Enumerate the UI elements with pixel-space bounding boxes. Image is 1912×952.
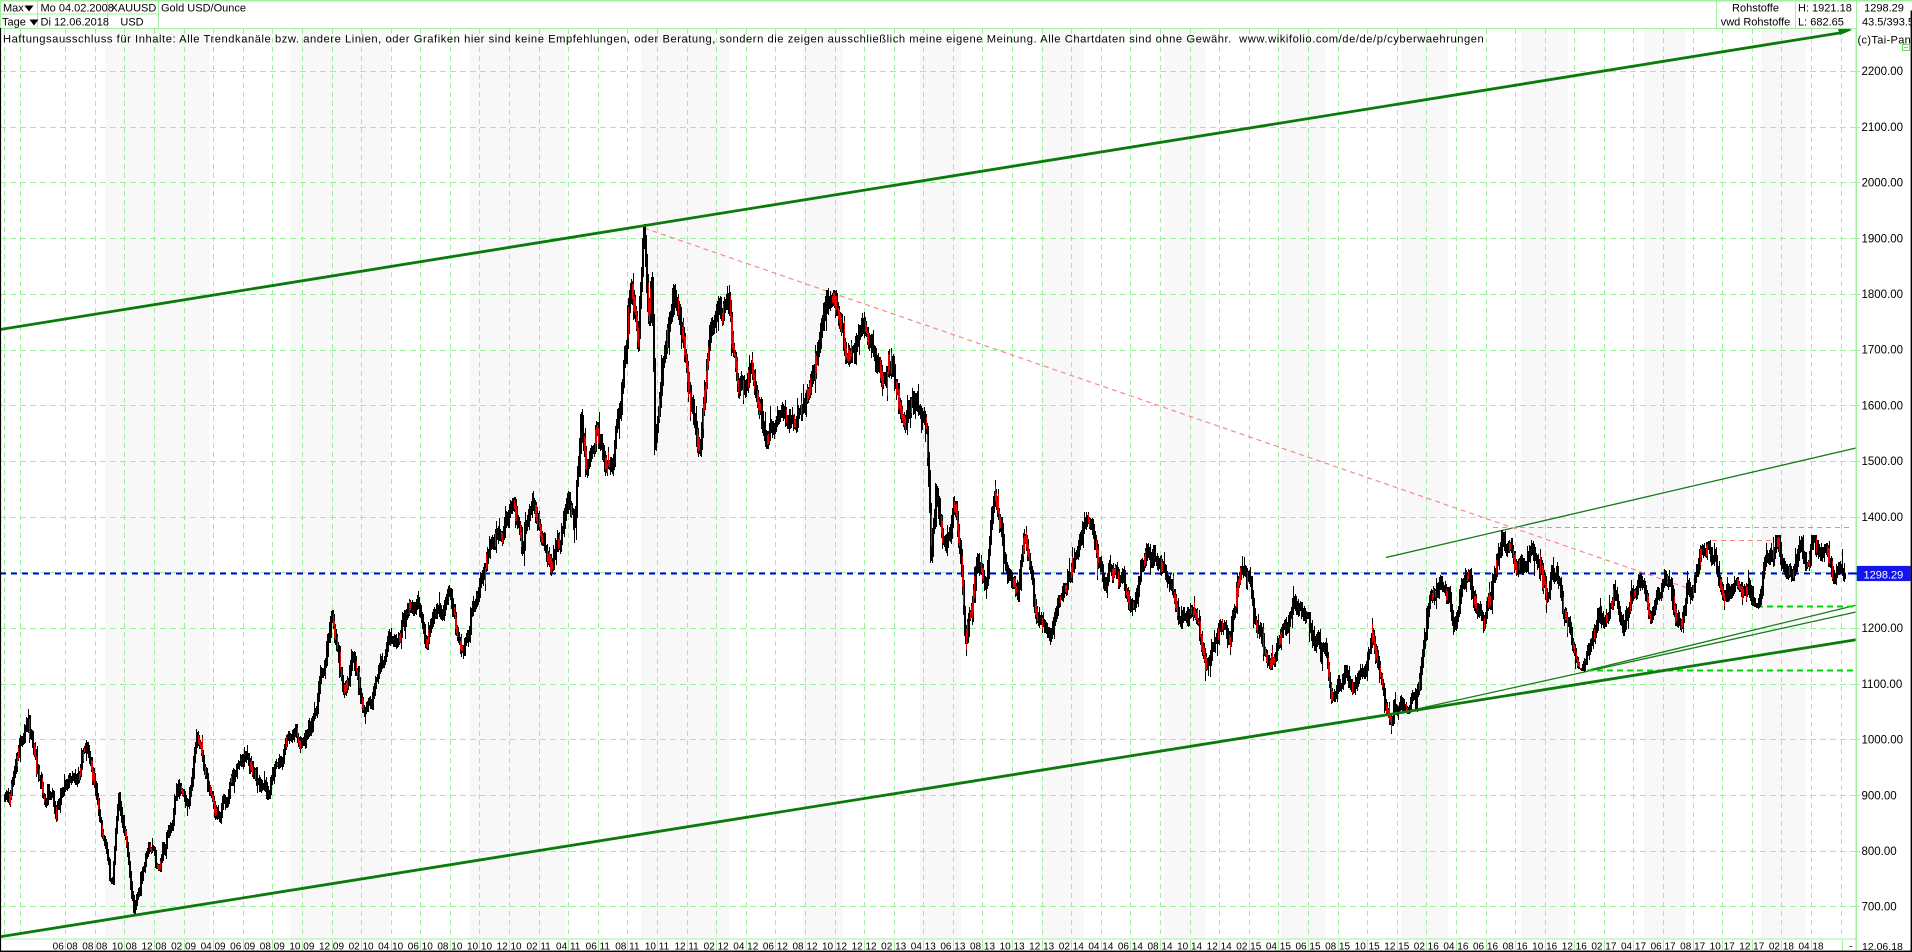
svg-text:12 17: 12 17 [1739, 942, 1764, 952]
svg-text:10 08: 10 08 [112, 942, 137, 952]
svg-text:02 14: 02 14 [1059, 942, 1084, 952]
svg-text:08 17: 08 17 [1680, 942, 1705, 952]
svg-text:06 08: 06 08 [53, 942, 78, 952]
svg-text:12 16: 12 16 [1562, 942, 1587, 952]
svg-text:04 10: 04 10 [378, 942, 403, 952]
svg-text:02 09: 02 09 [171, 942, 196, 952]
svg-text:08 15: 08 15 [1325, 942, 1350, 952]
svg-text:1400.00: 1400.00 [1862, 512, 1904, 524]
svg-text:(c)Tai-Pan: (c)Tai-Pan [1858, 35, 1912, 47]
svg-text:1000.00: 1000.00 [1862, 735, 1904, 747]
svg-text:06 09: 06 09 [230, 942, 255, 952]
svg-text:1100.00: 1100.00 [1862, 679, 1903, 691]
svg-text:08 11: 08 11 [615, 942, 640, 952]
svg-text:1900.00: 1900.00 [1862, 233, 1904, 245]
svg-text:Mo 04.02.2008: Mo 04.02.2008 [41, 2, 114, 14]
svg-text:1600.00: 1600.00 [1862, 400, 1904, 412]
svg-text:12 13: 12 13 [1029, 942, 1054, 952]
svg-text:08 10: 08 10 [437, 942, 462, 952]
svg-text:04 15: 04 15 [1266, 942, 1291, 952]
svg-text:04 12: 04 12 [733, 942, 758, 952]
svg-text:10 09: 10 09 [289, 942, 314, 952]
svg-text:43.5/393.5: 43.5/393.5 [1862, 16, 1912, 28]
svg-text:06 17: 06 17 [1651, 942, 1676, 952]
svg-text:12 11: 12 11 [674, 942, 699, 952]
svg-text:12 15: 12 15 [1384, 942, 1409, 952]
svg-text:10 14: 10 14 [1177, 942, 1202, 952]
svg-text:1200.00: 1200.00 [1862, 623, 1904, 635]
svg-text:USD: USD [120, 16, 143, 28]
svg-text:1800.00: 1800.00 [1862, 289, 1904, 301]
svg-text:700.00: 700.00 [1862, 902, 1897, 914]
svg-text:08 16: 08 16 [1503, 942, 1528, 952]
svg-text:12 08: 12 08 [141, 942, 166, 952]
svg-text:Haftungsausschluss für Inhalte: Haftungsausschluss für Inhalte: Alle Tre… [3, 34, 1484, 46]
svg-text:Gold USD/Ounce: Gold USD/Ounce [161, 2, 246, 14]
svg-text:02 11: 02 11 [526, 942, 551, 952]
svg-text:08 09: 08 09 [260, 942, 285, 952]
svg-text:1700.00: 1700.00 [1862, 345, 1904, 357]
svg-text:12 14: 12 14 [1207, 942, 1232, 952]
svg-text:06 16: 06 16 [1473, 942, 1498, 952]
svg-text:04 09: 04 09 [201, 942, 226, 952]
svg-text:1298.29: 1298.29 [1864, 569, 1904, 581]
svg-text:10 11: 10 11 [645, 942, 670, 952]
svg-text:Di 12.06.2018: Di 12.06.2018 [41, 16, 110, 28]
svg-text:Rohstoffe: Rohstoffe [1732, 2, 1779, 14]
svg-text:02 13: 02 13 [881, 942, 906, 952]
svg-text:08 12: 08 12 [792, 942, 817, 952]
svg-text:H: 1921.18: H: 1921.18 [1798, 2, 1852, 14]
svg-text:1500.00: 1500.00 [1862, 456, 1904, 468]
svg-text:XAUUSD: XAUUSD [111, 2, 157, 14]
svg-text:12 09: 12 09 [319, 942, 344, 952]
svg-text:2100.00: 2100.00 [1862, 122, 1904, 134]
svg-text:02 17: 02 17 [1591, 942, 1616, 952]
svg-text:vwd Rohstoffe: vwd Rohstoffe [1721, 16, 1791, 28]
svg-text:04 16: 04 16 [1443, 942, 1468, 952]
svg-text:L: 682.65: L: 682.65 [1798, 16, 1844, 28]
svg-text:04 18: 04 18 [1798, 942, 1823, 952]
svg-text:04 14: 04 14 [1088, 942, 1113, 952]
svg-text:10 13: 10 13 [1000, 942, 1025, 952]
svg-text:02 18: 02 18 [1769, 942, 1794, 952]
svg-text:06 11: 06 11 [586, 942, 611, 952]
svg-text:02 10: 02 10 [349, 942, 374, 952]
svg-text:06 13: 06 13 [940, 942, 965, 952]
svg-text:-: - [1849, 942, 1852, 952]
svg-text:900.00: 900.00 [1862, 790, 1897, 802]
svg-text:02 15: 02 15 [1236, 942, 1261, 952]
svg-text:02 16: 02 16 [1414, 942, 1439, 952]
svg-text:08 13: 08 13 [970, 942, 995, 952]
svg-text:10 17: 10 17 [1710, 942, 1735, 952]
svg-text:1298.29: 1298.29 [1864, 2, 1904, 14]
svg-text:06 12: 06 12 [763, 942, 788, 952]
svg-text:12 12: 12 12 [852, 942, 877, 952]
svg-text:02 12: 02 12 [704, 942, 729, 952]
svg-text:Tage: Tage [2, 16, 26, 28]
svg-text:04 11: 04 11 [556, 942, 581, 952]
svg-text:12 10: 12 10 [497, 942, 522, 952]
svg-text:2000.00: 2000.00 [1862, 178, 1904, 190]
svg-text:04 17: 04 17 [1621, 942, 1646, 952]
svg-text:06 10: 06 10 [408, 942, 433, 952]
svg-text:04 13: 04 13 [911, 942, 936, 952]
svg-text:10 15: 10 15 [1355, 942, 1380, 952]
svg-text:12.06.18: 12.06.18 [1862, 941, 1903, 952]
svg-text:800.00: 800.00 [1862, 846, 1897, 858]
svg-text:2200.00: 2200.00 [1862, 66, 1904, 78]
svg-text:06 15: 06 15 [1295, 942, 1320, 952]
svg-text:Max: Max [3, 2, 24, 14]
svg-text:10 12: 10 12 [822, 942, 847, 952]
svg-text:08 14: 08 14 [1147, 942, 1172, 952]
svg-text:06 14: 06 14 [1118, 942, 1143, 952]
svg-text:10 16: 10 16 [1532, 942, 1557, 952]
svg-text:08 08: 08 08 [82, 942, 107, 952]
svg-text:10 10: 10 10 [467, 942, 492, 952]
